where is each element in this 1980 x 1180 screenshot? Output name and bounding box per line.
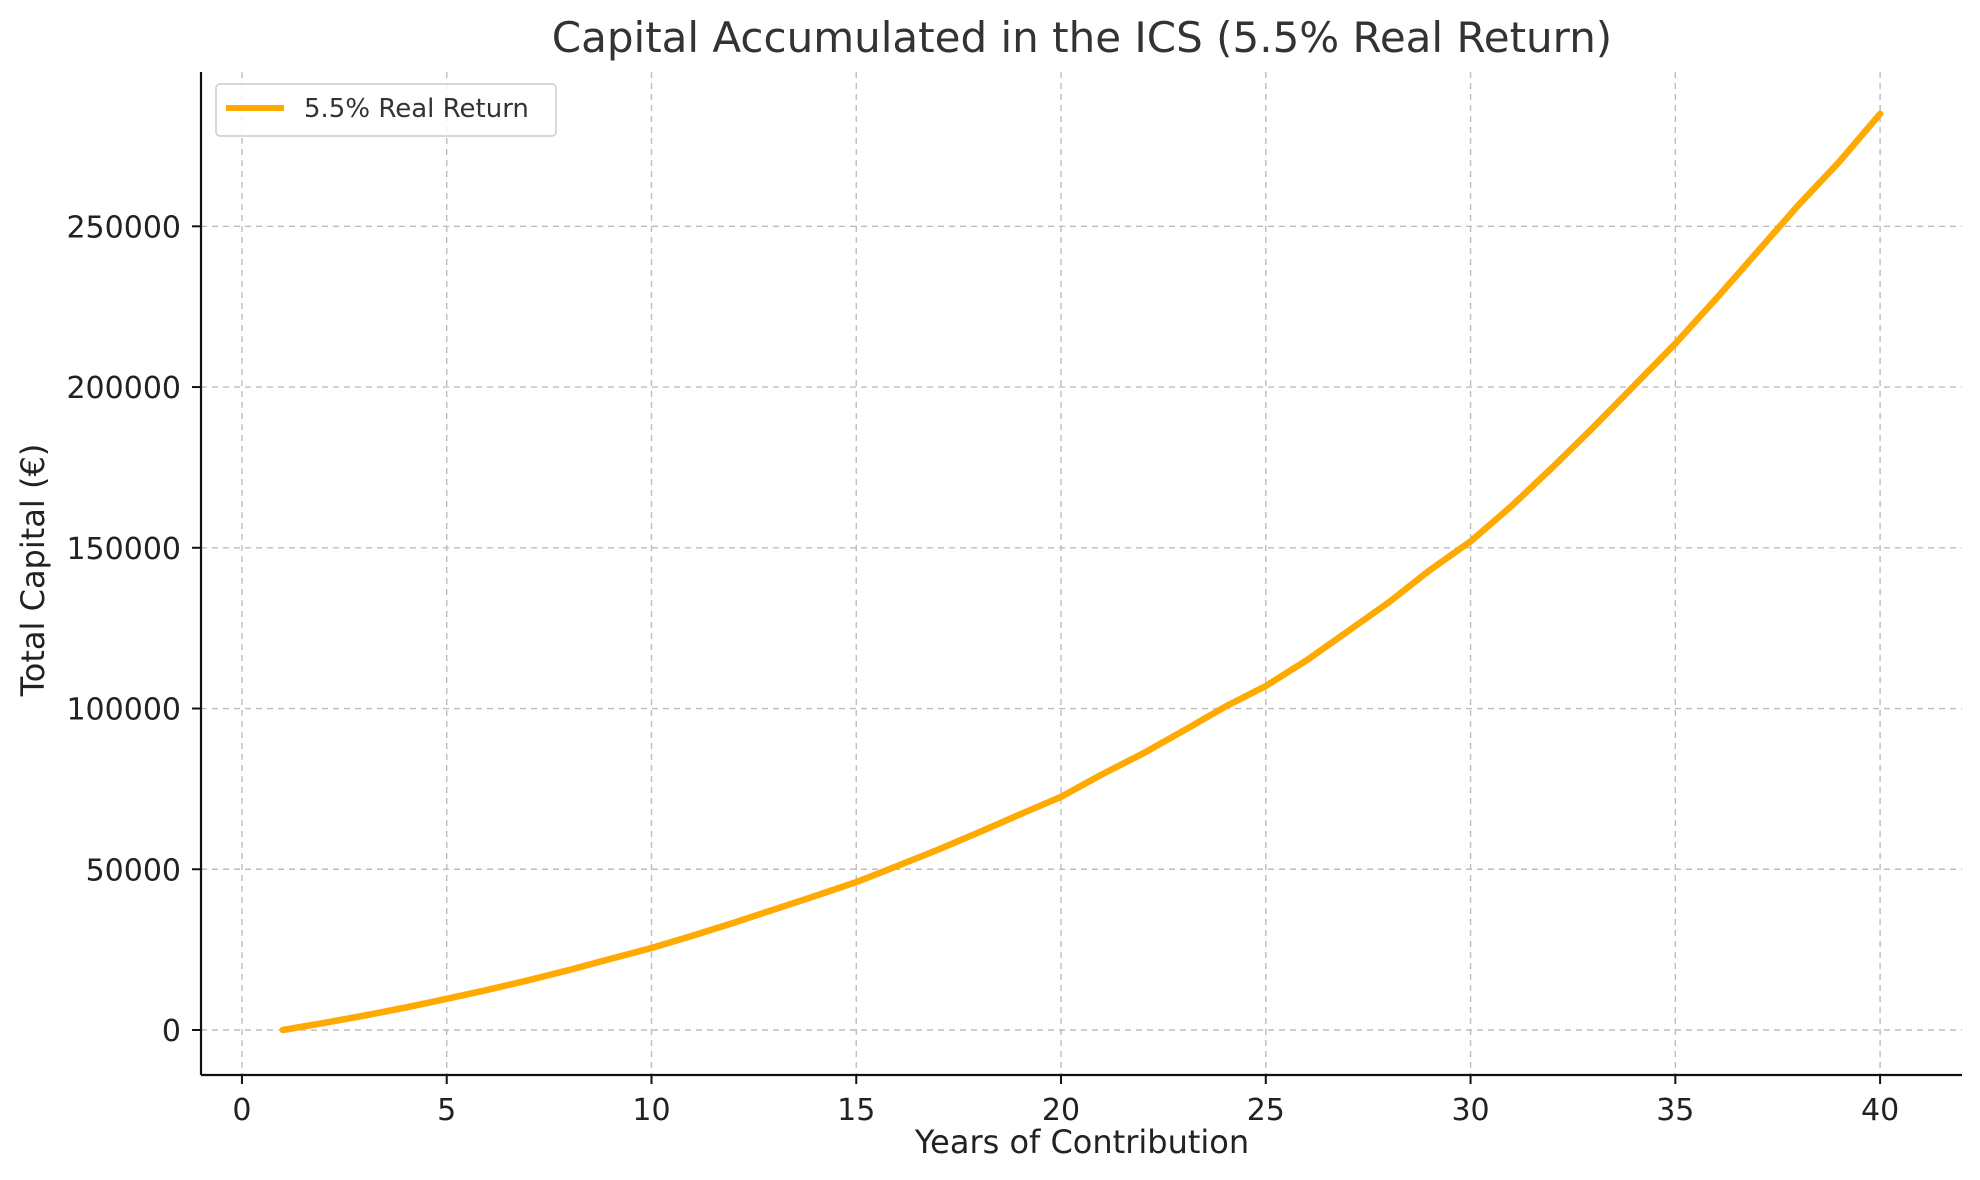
y-tick-label: 250000 — [66, 210, 181, 245]
series-line — [279, 110, 1884, 1034]
x-axis-ticks: 0 5 10 15 20 25 30 35 40 — [232, 1075, 1899, 1128]
legend-label: 5.5% Real Return — [304, 94, 529, 124]
legend: 5.5% Real Return — [215, 83, 557, 137]
x-axis-label: Years of Contribution — [914, 1123, 1249, 1161]
y-tick-label: 100000 — [66, 693, 181, 728]
x-tick-label: 30 — [1451, 1093, 1489, 1128]
chart-title: Capital Accumulated in the ICS (5.5% Rea… — [552, 13, 1612, 62]
axes — [199, 72, 1962, 1077]
y-tick-label: 200000 — [66, 371, 181, 406]
x-tick-label: 0 — [232, 1093, 251, 1128]
x-tick-label: 15 — [837, 1093, 875, 1128]
grid — [201, 72, 1962, 1075]
x-tick-label: 10 — [632, 1093, 670, 1128]
x-tick-label: 25 — [1247, 1093, 1285, 1128]
x-tick-label: 40 — [1861, 1093, 1899, 1128]
y-axis-label: Total Capital (€) — [14, 444, 52, 698]
y-tick-label: 0 — [162, 1014, 181, 1049]
x-tick-label: 20 — [1042, 1093, 1080, 1128]
series-layer — [279, 110, 1884, 1034]
x-tick-label: 5 — [437, 1093, 456, 1128]
y-tick-label: 50000 — [86, 853, 181, 888]
legend-box — [215, 83, 557, 137]
y-tick-label: 150000 — [66, 532, 181, 567]
x-tick-label: 35 — [1656, 1093, 1694, 1128]
y-axis-ticks: 0 50000 100000 150000 200000 250000 — [66, 210, 201, 1049]
